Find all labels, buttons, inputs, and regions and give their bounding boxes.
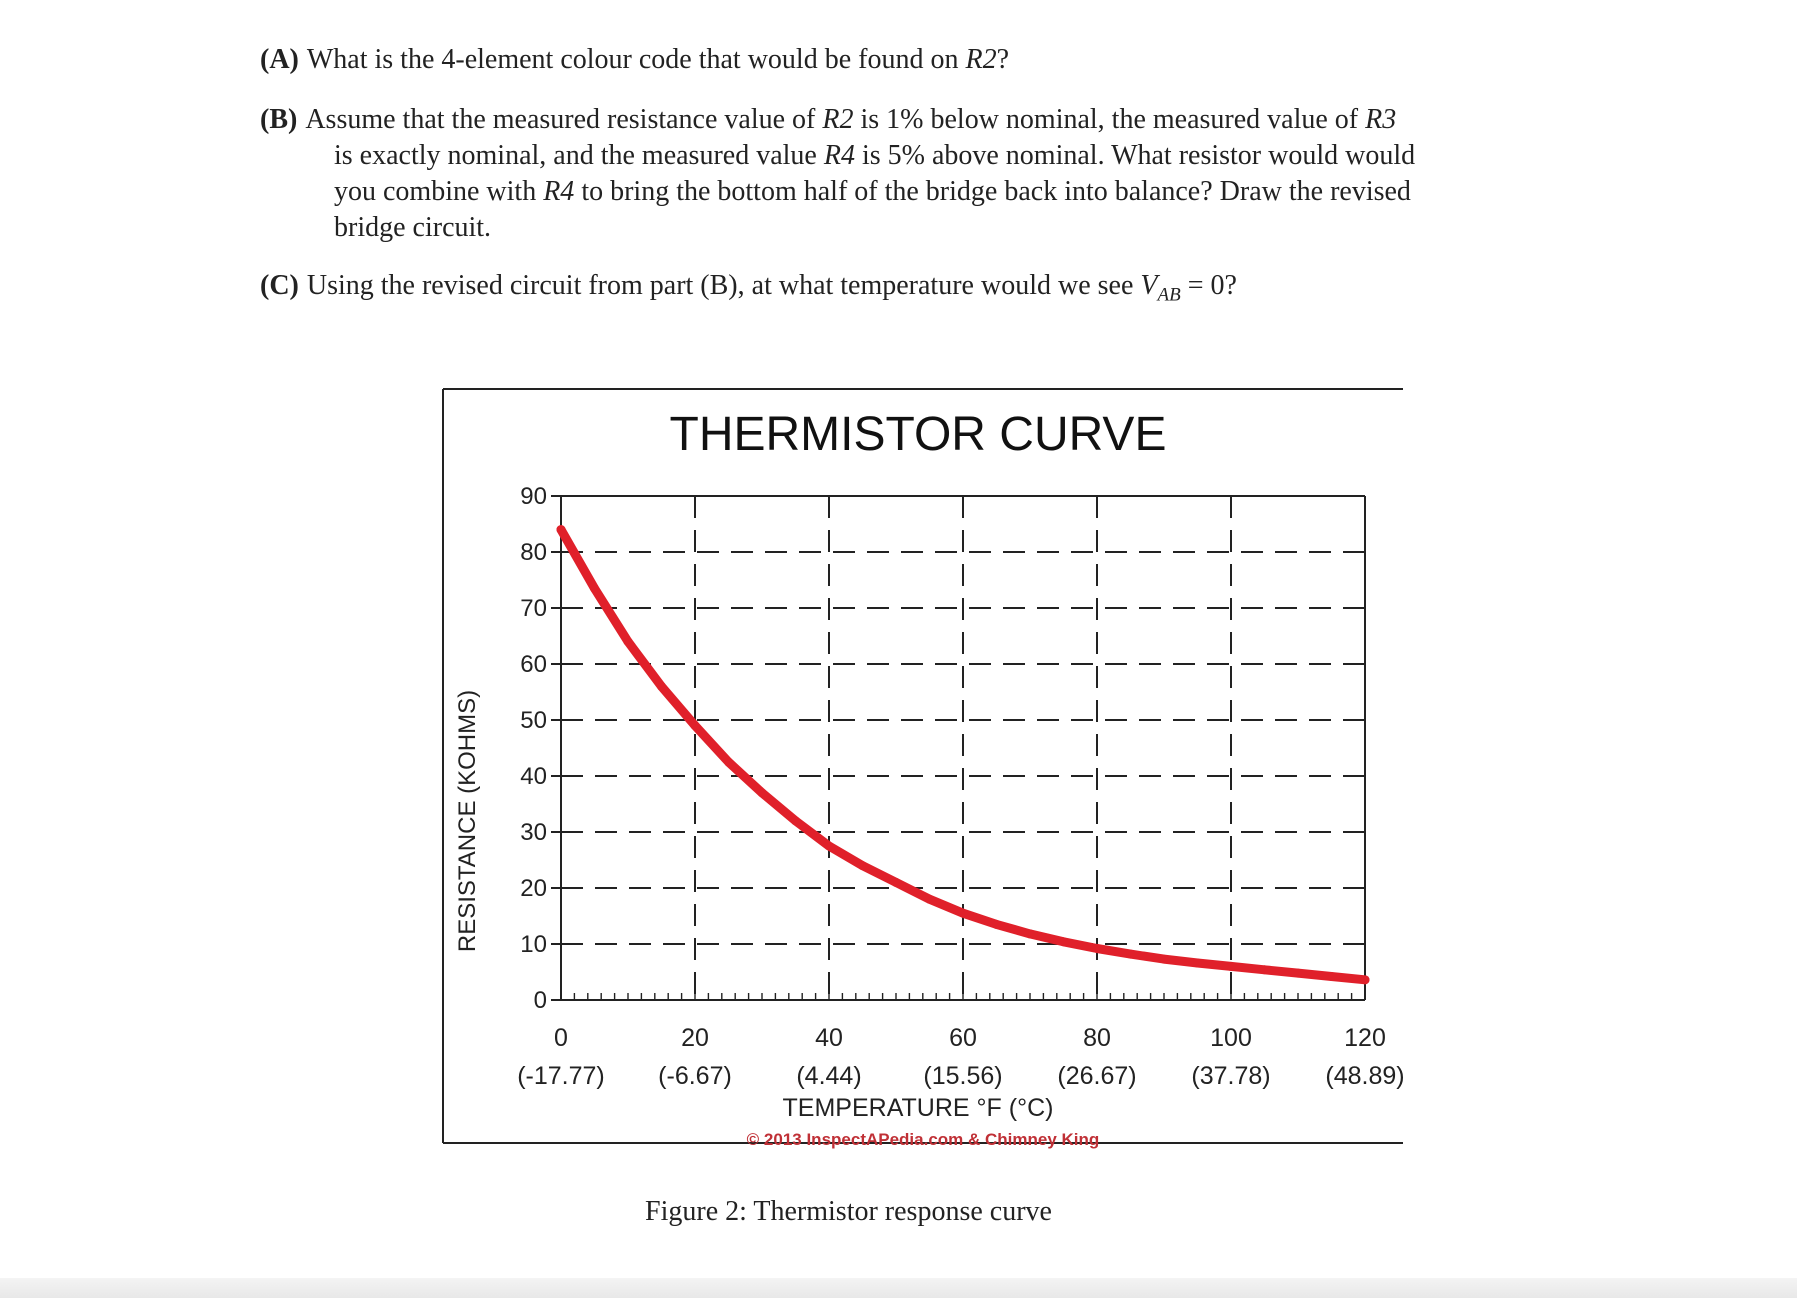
question-b-text: is exactly nominal, and the measured val… xyxy=(334,140,824,171)
axes xyxy=(551,495,1366,1001)
question-c-var: V xyxy=(1140,270,1158,301)
question-c-label: (C) xyxy=(260,270,299,301)
x-tick-sublabel: (26.67) xyxy=(1057,1062,1136,1090)
x-tick-sublabel: (48.89) xyxy=(1325,1062,1404,1090)
curve-point xyxy=(824,841,834,851)
question-c-subscript: AB xyxy=(1157,284,1181,306)
y-tick-label: 20 xyxy=(520,875,547,902)
question-b-text: is 5% above nominal. What resistor would… xyxy=(854,140,1416,171)
x-tick-sublabel: (-6.67) xyxy=(658,1062,732,1090)
x-tick-sublabel: (4.44) xyxy=(796,1062,861,1090)
curve-point xyxy=(791,816,800,826)
curve-point xyxy=(1360,975,1370,985)
question-b-line: is exactly nominal, and the measured val… xyxy=(260,138,1600,174)
y-axis-label: RESISTANCE (KOHMS) xyxy=(454,690,481,952)
question-b-line: bridge circuit. xyxy=(334,212,492,243)
curve-point xyxy=(690,721,700,731)
curve-point xyxy=(1059,937,1068,947)
question-b: (B) Assume that the measured resistance v… xyxy=(260,102,1600,246)
y-tick-label: 60 xyxy=(520,651,547,678)
curve-point xyxy=(1226,961,1236,971)
curve-point xyxy=(1092,943,1102,953)
curve-point xyxy=(623,637,633,647)
x-tick-label: 60 xyxy=(949,1024,977,1052)
question-b-text: you combine with xyxy=(334,176,544,207)
question-b-text: is 1% below nominal, the measured value … xyxy=(853,104,1366,135)
question-c: (C) Using the revised circuit from part (… xyxy=(260,268,1600,314)
curve-point xyxy=(590,583,599,593)
y-tick-label: 70 xyxy=(520,595,547,622)
question-a-end: ? xyxy=(996,44,1010,75)
x-tick-sublabel: (-17.77) xyxy=(517,1062,605,1090)
question-b-line: you combine with R4 to bring the bottom … xyxy=(260,174,1600,210)
question-c-end: = 0? xyxy=(1180,270,1237,301)
y-tick-label: 30 xyxy=(520,819,547,846)
curve-point xyxy=(992,919,1001,929)
curve-point xyxy=(891,877,901,887)
thermistor-chart: THERMISTOR CURVE 0 10 20 30 40 50 60 70 80 90 0 (-1… xyxy=(442,388,1405,1149)
y-tick-label: 10 xyxy=(520,931,547,958)
curve-point xyxy=(1293,968,1303,978)
y-tick-label: 50 xyxy=(520,707,547,734)
y-tick-label: 90 xyxy=(520,483,547,510)
curve-point xyxy=(1159,954,1169,964)
curve-point xyxy=(757,788,767,798)
curve-point xyxy=(1025,929,1035,939)
y-tick-label: 80 xyxy=(520,539,547,566)
curve-point xyxy=(1126,949,1135,959)
question-a: (A) What is the 4-element colour code tha… xyxy=(260,42,1600,78)
curve-point xyxy=(925,894,934,904)
series-layer xyxy=(556,525,1370,985)
question-b-label: (B) xyxy=(260,104,298,135)
y-tick-label: 0 xyxy=(534,987,547,1014)
curve-point xyxy=(724,757,733,767)
chart-title: THERMISTOR CURVE xyxy=(670,408,1167,461)
x-tick-label: 80 xyxy=(1083,1024,1111,1052)
curve-point xyxy=(958,908,968,918)
question-b-text: Assume that the measured resistance valu… xyxy=(305,104,823,135)
x-axis-label: TEMPERATURE °F (°C) xyxy=(783,1094,1054,1122)
question-a-label: (A) xyxy=(260,44,299,75)
question-a-var: R2 xyxy=(965,44,997,75)
question-b-var: R4 xyxy=(543,176,575,207)
x-tick-label: 20 xyxy=(681,1024,709,1052)
question-b-var: R2 xyxy=(822,104,854,135)
x-tick-sublabel: (15.56) xyxy=(923,1062,1002,1090)
x-tick-label: 120 xyxy=(1344,1024,1386,1052)
x-tick-label: 40 xyxy=(815,1024,843,1052)
grid-lines xyxy=(561,495,1366,1000)
curve-point xyxy=(1327,971,1336,981)
curve-point xyxy=(858,861,867,871)
curve-point xyxy=(556,525,566,535)
figure-caption: Figure 2: Thermistor response curve xyxy=(645,1196,1052,1227)
question-a-text: What is the 4-element colour code that w… xyxy=(306,44,966,75)
tick-labels: 0 10 20 30 40 50 60 70 80 90 0 (-17.77) 20 (-6.67) 40 (… xyxy=(517,483,1404,1090)
bottom-shade xyxy=(0,1278,1797,1298)
question-b-var: R4 xyxy=(823,140,855,171)
thermistor-figure: THERMISTOR CURVE 0 10 20 30 40 50 60 70 80 90 0 (-1… xyxy=(442,386,1405,1149)
question-c-text: Using the revised circuit from part (B),… xyxy=(306,270,1141,301)
question-b-var: R3 xyxy=(1365,104,1397,135)
curve-point xyxy=(657,681,666,691)
y-tick-label: 40 xyxy=(520,763,547,790)
question-b-text: to bring the bottom half of the bridge b… xyxy=(574,176,1411,207)
x-tick-label: 100 xyxy=(1210,1024,1252,1052)
copyright-text: © 2013 InspectAPedia.com & Chimney King xyxy=(747,1130,1100,1149)
curve-point xyxy=(1260,965,1269,975)
x-tick-sublabel: (37.78) xyxy=(1191,1062,1270,1090)
x-tick-label: 0 xyxy=(554,1024,568,1052)
curve-point xyxy=(1193,958,1202,968)
